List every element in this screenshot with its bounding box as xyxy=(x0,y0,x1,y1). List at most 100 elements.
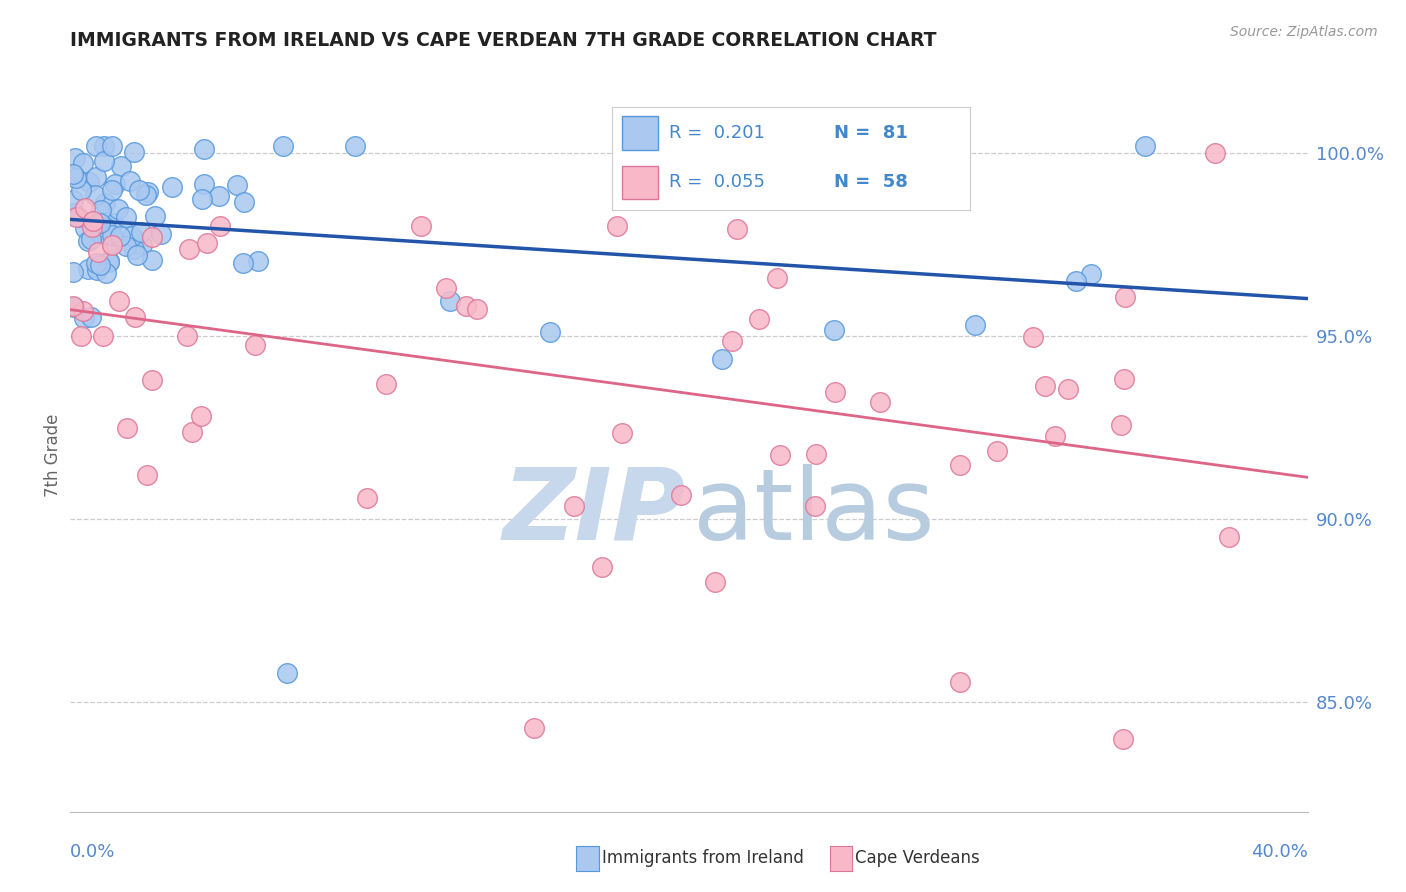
Text: Source: ZipAtlas.com: Source: ZipAtlas.com xyxy=(1230,25,1378,39)
Point xyxy=(823,323,845,337)
Point xyxy=(90,202,112,217)
Point xyxy=(87,245,110,260)
Point xyxy=(77,175,100,189)
Point xyxy=(141,253,163,268)
Text: ZIP: ZIP xyxy=(502,464,685,560)
Point xyxy=(208,219,231,234)
Point xyxy=(114,211,136,225)
Point xyxy=(374,377,396,392)
Point xyxy=(84,169,107,184)
Point xyxy=(101,237,124,252)
Point xyxy=(96,266,118,280)
Point xyxy=(110,229,132,244)
Point xyxy=(98,254,121,268)
Point xyxy=(100,227,122,242)
Point xyxy=(1080,267,1102,281)
Point xyxy=(73,310,96,325)
Point xyxy=(90,227,112,242)
Bar xyxy=(623,116,658,150)
Text: IMMIGRANTS FROM IRELAND VS CAPE VERDEAN 7TH GRADE CORRELATION CHART: IMMIGRANTS FROM IRELAND VS CAPE VERDEAN … xyxy=(70,31,936,50)
Point xyxy=(135,187,157,202)
Point xyxy=(94,195,117,210)
Point xyxy=(748,312,770,326)
Point xyxy=(193,177,215,191)
Point xyxy=(434,281,457,295)
Text: Cape Verdeans: Cape Verdeans xyxy=(855,849,980,867)
Point xyxy=(124,310,146,325)
Point xyxy=(606,219,628,234)
Point xyxy=(136,185,159,199)
Point xyxy=(1112,731,1135,746)
Point xyxy=(93,153,115,168)
Y-axis label: 7th Grade: 7th Grade xyxy=(44,413,62,497)
Point xyxy=(177,242,200,256)
Point xyxy=(356,491,378,505)
Point xyxy=(91,329,114,343)
Point xyxy=(62,299,84,313)
Point xyxy=(1035,379,1057,393)
Point xyxy=(65,171,87,186)
Point xyxy=(110,159,132,173)
Point xyxy=(70,183,93,197)
Point xyxy=(83,188,105,202)
Point xyxy=(103,216,125,230)
Text: N =  58: N = 58 xyxy=(834,173,908,192)
Point xyxy=(101,138,124,153)
Text: 0.0%: 0.0% xyxy=(70,843,115,861)
Point xyxy=(89,216,111,230)
Point xyxy=(75,201,97,215)
Point xyxy=(80,231,103,245)
Point xyxy=(122,242,145,256)
Point xyxy=(86,262,108,277)
Point xyxy=(191,193,214,207)
Point xyxy=(63,151,86,165)
Point xyxy=(135,468,157,483)
Point xyxy=(1109,417,1132,432)
Point xyxy=(226,178,249,192)
Point xyxy=(176,329,198,343)
Point xyxy=(63,300,86,314)
Point xyxy=(72,304,94,318)
Point xyxy=(65,210,87,224)
Point xyxy=(1022,330,1045,344)
Point xyxy=(1204,146,1226,161)
Point xyxy=(769,449,792,463)
Point xyxy=(129,225,152,239)
Point xyxy=(195,235,218,250)
Point xyxy=(63,206,86,220)
Point xyxy=(93,138,115,153)
Point xyxy=(804,499,827,513)
Point xyxy=(949,674,972,689)
Point xyxy=(181,425,204,440)
Point xyxy=(77,234,100,248)
Point xyxy=(232,256,254,270)
Point xyxy=(125,247,148,261)
Point xyxy=(704,575,727,590)
Point xyxy=(465,301,488,316)
Point xyxy=(80,310,103,324)
Point xyxy=(91,222,114,236)
Text: R =  0.055: R = 0.055 xyxy=(669,173,765,192)
Point xyxy=(62,194,84,208)
Point xyxy=(610,425,633,440)
Point xyxy=(97,227,120,241)
Point xyxy=(523,721,546,735)
Point xyxy=(869,394,891,409)
Point xyxy=(591,559,613,574)
Text: Immigrants from Ireland: Immigrants from Ireland xyxy=(602,849,804,867)
Point xyxy=(100,183,122,197)
Point xyxy=(62,167,84,181)
Point xyxy=(1043,429,1066,443)
Point xyxy=(97,255,120,269)
Point xyxy=(118,174,141,188)
Point xyxy=(108,293,131,308)
Point xyxy=(538,326,561,340)
Point xyxy=(107,202,129,216)
Point xyxy=(804,447,827,461)
Point xyxy=(160,179,183,194)
Point xyxy=(103,177,125,191)
Point xyxy=(1057,382,1080,396)
Point xyxy=(208,189,231,203)
Point xyxy=(247,254,270,268)
Point xyxy=(725,221,748,235)
